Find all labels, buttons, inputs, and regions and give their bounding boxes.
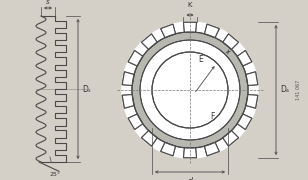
Polygon shape xyxy=(223,131,238,146)
Circle shape xyxy=(152,52,228,128)
Polygon shape xyxy=(237,114,252,129)
Text: 25°: 25° xyxy=(49,172,60,177)
Polygon shape xyxy=(161,24,176,38)
Polygon shape xyxy=(205,24,219,38)
Circle shape xyxy=(132,32,248,148)
Polygon shape xyxy=(246,72,258,86)
Circle shape xyxy=(122,22,258,158)
Polygon shape xyxy=(237,51,252,66)
Polygon shape xyxy=(223,34,238,49)
Text: Dₛ: Dₛ xyxy=(82,84,91,93)
Polygon shape xyxy=(205,24,219,38)
Polygon shape xyxy=(141,131,157,146)
Circle shape xyxy=(140,40,240,140)
Polygon shape xyxy=(246,94,258,108)
Polygon shape xyxy=(128,51,143,66)
Polygon shape xyxy=(122,72,134,86)
Polygon shape xyxy=(205,142,219,156)
Polygon shape xyxy=(141,34,157,49)
Polygon shape xyxy=(141,34,157,49)
Text: E: E xyxy=(198,55,203,64)
Polygon shape xyxy=(223,34,238,49)
Polygon shape xyxy=(246,94,258,108)
Polygon shape xyxy=(184,148,197,158)
Text: F: F xyxy=(210,112,214,121)
Polygon shape xyxy=(161,142,176,156)
Polygon shape xyxy=(122,94,134,108)
Polygon shape xyxy=(184,22,197,32)
Polygon shape xyxy=(184,22,197,32)
Circle shape xyxy=(152,52,228,128)
Text: 141 067: 141 067 xyxy=(295,80,301,100)
Polygon shape xyxy=(237,114,252,129)
Text: K: K xyxy=(188,2,192,8)
Polygon shape xyxy=(122,72,134,86)
Polygon shape xyxy=(223,131,238,146)
Polygon shape xyxy=(161,24,176,38)
Text: d: d xyxy=(188,177,192,180)
Polygon shape xyxy=(141,131,157,146)
Polygon shape xyxy=(128,114,143,129)
Polygon shape xyxy=(161,142,176,156)
Polygon shape xyxy=(246,72,258,86)
Polygon shape xyxy=(128,114,143,129)
Polygon shape xyxy=(128,51,143,66)
Polygon shape xyxy=(205,142,219,156)
Polygon shape xyxy=(122,94,134,108)
Polygon shape xyxy=(184,148,197,158)
Text: Dₐ: Dₐ xyxy=(280,86,289,94)
Polygon shape xyxy=(237,51,252,66)
Text: s: s xyxy=(46,0,50,5)
